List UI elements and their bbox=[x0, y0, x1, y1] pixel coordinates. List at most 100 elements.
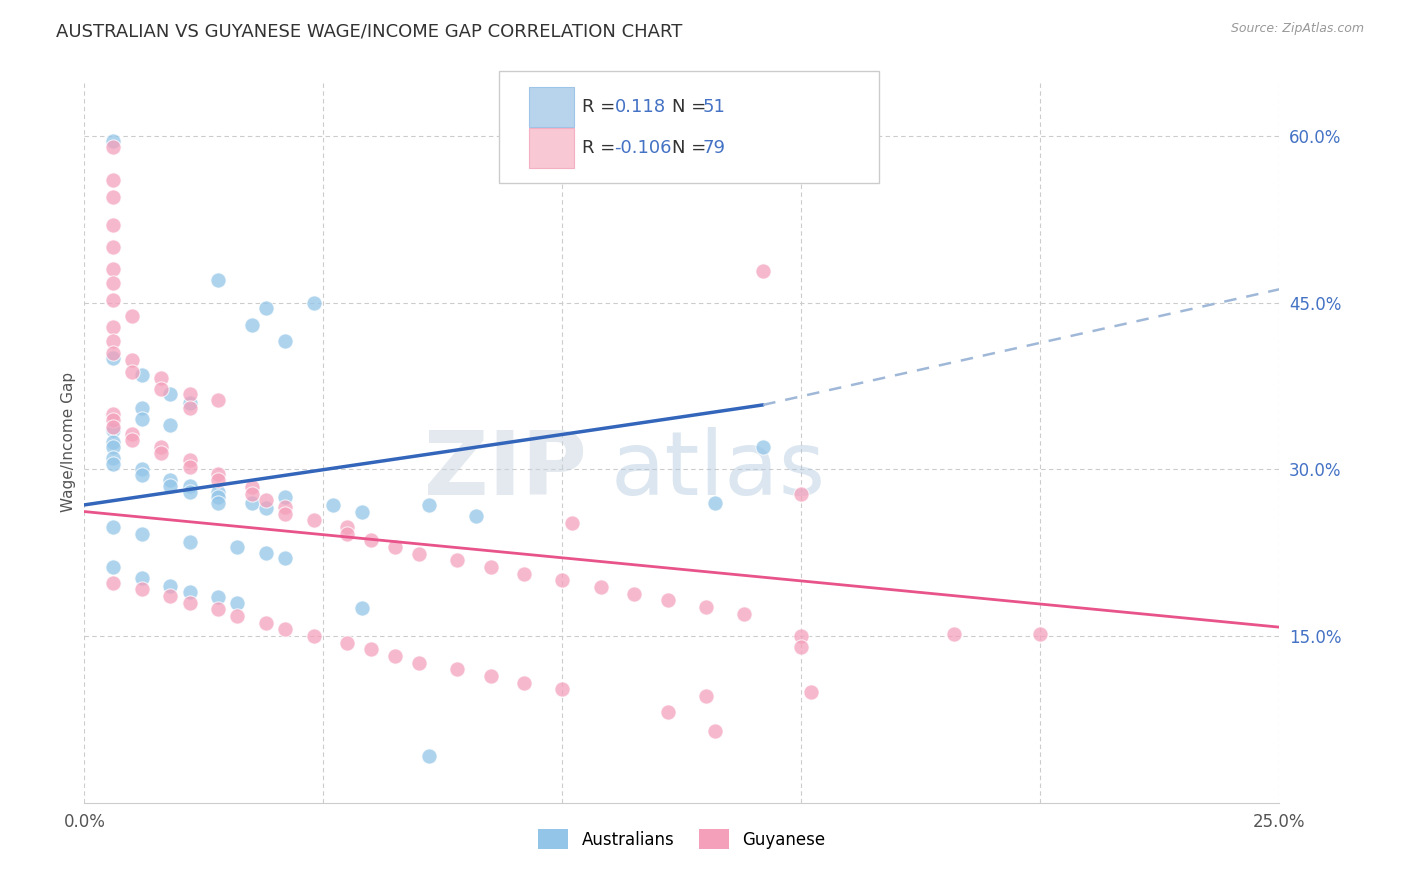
Text: AUSTRALIAN VS GUYANESE WAGE/INCOME GAP CORRELATION CHART: AUSTRALIAN VS GUYANESE WAGE/INCOME GAP C… bbox=[56, 22, 683, 40]
Point bbox=[418, 749, 440, 764]
Point bbox=[336, 520, 359, 534]
Text: 51: 51 bbox=[703, 98, 725, 116]
Point bbox=[551, 682, 574, 697]
Point bbox=[101, 262, 124, 277]
Point bbox=[418, 498, 440, 512]
Point bbox=[101, 190, 124, 204]
Y-axis label: Wage/Income Gap: Wage/Income Gap bbox=[60, 371, 76, 512]
Text: -0.106: -0.106 bbox=[614, 139, 672, 157]
Point bbox=[479, 560, 502, 574]
Point bbox=[159, 579, 181, 593]
Point bbox=[336, 636, 359, 650]
Point bbox=[274, 500, 297, 515]
Point bbox=[159, 589, 181, 603]
Point bbox=[302, 513, 325, 527]
Point bbox=[121, 426, 143, 441]
Point bbox=[121, 434, 143, 448]
Point bbox=[101, 407, 124, 421]
Point bbox=[384, 649, 406, 664]
Point bbox=[101, 334, 124, 349]
Point bbox=[101, 520, 124, 534]
Text: N =: N = bbox=[672, 98, 711, 116]
Point bbox=[1029, 627, 1052, 641]
Point bbox=[240, 318, 263, 332]
Point bbox=[790, 629, 813, 643]
Point bbox=[226, 540, 249, 554]
Point bbox=[131, 401, 153, 416]
Point bbox=[384, 540, 406, 554]
Point bbox=[350, 601, 373, 615]
Point bbox=[446, 662, 468, 676]
Point bbox=[695, 600, 717, 615]
Point bbox=[408, 656, 430, 670]
Point bbox=[179, 534, 201, 549]
Point bbox=[101, 276, 124, 290]
Point bbox=[101, 440, 124, 454]
Point bbox=[149, 445, 172, 459]
Point bbox=[121, 353, 143, 368]
Point bbox=[254, 546, 277, 560]
Text: 0.118: 0.118 bbox=[614, 98, 665, 116]
Point bbox=[408, 547, 430, 561]
Point bbox=[479, 669, 502, 683]
Point bbox=[207, 467, 229, 481]
Text: R =: R = bbox=[582, 98, 621, 116]
Legend: Australians, Guyanese: Australians, Guyanese bbox=[531, 822, 832, 856]
Point bbox=[943, 627, 966, 641]
Point bbox=[101, 240, 124, 254]
Point bbox=[704, 496, 727, 510]
Point bbox=[254, 501, 277, 516]
Text: 79: 79 bbox=[703, 139, 725, 157]
Point bbox=[179, 460, 201, 475]
Point bbox=[465, 508, 488, 523]
Point bbox=[302, 629, 325, 643]
Point bbox=[513, 566, 536, 581]
Point bbox=[240, 487, 263, 501]
Point bbox=[131, 582, 153, 597]
Point bbox=[254, 615, 277, 630]
Point bbox=[274, 490, 297, 504]
Text: N =: N = bbox=[672, 139, 711, 157]
Point bbox=[207, 590, 229, 604]
Point bbox=[336, 526, 359, 541]
Point bbox=[302, 295, 325, 310]
Point bbox=[131, 467, 153, 482]
Point bbox=[207, 393, 229, 408]
Point bbox=[274, 551, 297, 566]
Point bbox=[101, 560, 124, 574]
Point bbox=[101, 293, 124, 308]
Point bbox=[274, 623, 297, 637]
Point bbox=[360, 642, 382, 657]
Point bbox=[733, 607, 755, 621]
Point bbox=[159, 479, 181, 493]
Point bbox=[101, 575, 124, 590]
Point bbox=[274, 334, 297, 349]
Point bbox=[101, 457, 124, 471]
Point bbox=[131, 412, 153, 426]
Point bbox=[131, 462, 153, 476]
Point bbox=[131, 368, 153, 382]
Point bbox=[159, 417, 181, 432]
Point bbox=[207, 602, 229, 616]
Point bbox=[149, 440, 172, 454]
Point bbox=[179, 484, 201, 499]
Point bbox=[657, 593, 679, 607]
Point bbox=[274, 507, 297, 521]
Point bbox=[207, 273, 229, 287]
Point bbox=[657, 705, 679, 719]
Point bbox=[704, 723, 727, 738]
Text: Source: ZipAtlas.com: Source: ZipAtlas.com bbox=[1230, 22, 1364, 36]
Point bbox=[101, 424, 124, 438]
Point bbox=[149, 382, 172, 396]
Point bbox=[790, 640, 813, 655]
Point bbox=[446, 553, 468, 567]
Point bbox=[101, 413, 124, 427]
Point bbox=[179, 395, 201, 409]
Point bbox=[752, 264, 775, 278]
Point bbox=[207, 496, 229, 510]
Point bbox=[322, 498, 344, 512]
Point bbox=[240, 496, 263, 510]
Point bbox=[179, 453, 201, 467]
Point bbox=[350, 505, 373, 519]
Point bbox=[589, 580, 612, 594]
